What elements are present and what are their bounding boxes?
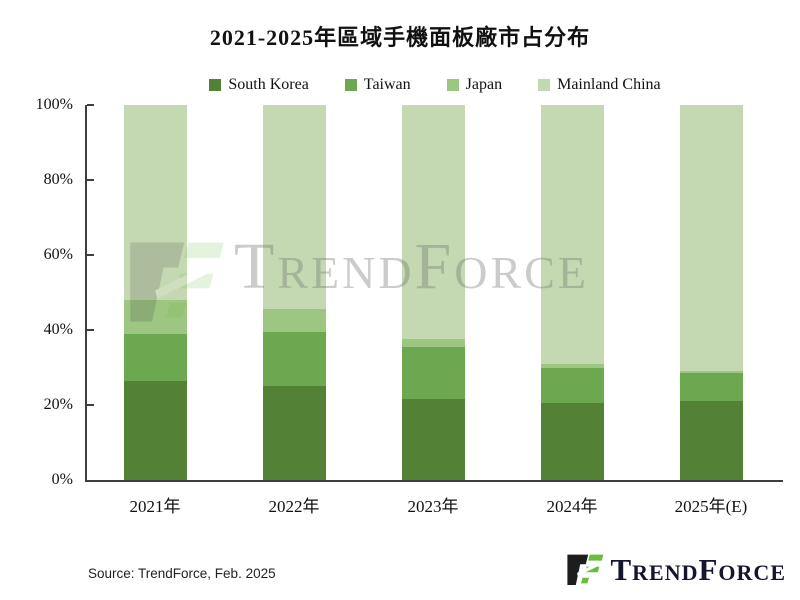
bar-segment-south-korea [679, 401, 743, 480]
chart-title: 2021-2025年區域手機面板廠市占分布 [209, 25, 591, 50]
bar-segment-south-korea [401, 399, 465, 480]
bar-segment-taiwan [262, 331, 326, 387]
bar-segment-south-korea [262, 386, 326, 480]
bar-segment-mainland-china [262, 105, 326, 310]
legend-label: Mainland China [557, 76, 661, 93]
y-axis-tick-mark [87, 104, 94, 106]
bar-segment-japan [262, 309, 326, 332]
y-axis-tick-label: 20% [43, 396, 73, 413]
legend-label: Taiwan [363, 76, 411, 93]
legend-item-taiwan: Taiwan [344, 76, 411, 94]
legend-label: Japan [465, 76, 503, 93]
bar-segment-south-korea [540, 403, 604, 480]
x-axis-tick-label: 2022年 [268, 497, 320, 516]
bar-segment-taiwan [540, 367, 604, 404]
legend-item-south-korea: South Korea [209, 76, 309, 94]
bar-segment-mainland-china [540, 105, 604, 364]
stacked-bar-2022 [262, 105, 326, 480]
stacked-bar-2023 [401, 105, 465, 480]
bar-segment-japan [401, 339, 465, 347]
y-axis-tick-label: 80% [43, 171, 73, 188]
x-axis-tick-label: 2023年 [407, 497, 459, 516]
stacked-bar-2025E [679, 105, 743, 480]
trendforce-logo-icon [567, 554, 604, 585]
x-axis-tick-label: 2021年 [129, 497, 181, 516]
chart-legend: South Korea Taiwan Japan Mainland China [85, 76, 785, 94]
legend-swatch-icon [344, 79, 357, 91]
legend-swatch-icon [446, 79, 459, 91]
bar-segment-japan [679, 371, 743, 374]
trendforce-logo: TrendForce [565, 549, 786, 589]
source-note: Source: TrendForce, Feb. 2025 [88, 566, 276, 581]
y-axis-tick-label: 0% [51, 471, 73, 488]
y-axis-tick-label: 40% [43, 321, 73, 338]
legend-label: South Korea [228, 76, 309, 93]
bar-segment-mainland-china [679, 105, 743, 372]
legend-swatch-icon [538, 79, 551, 91]
bar-segment-south-korea [123, 380, 187, 480]
legend-item-japan: Japan [446, 76, 503, 94]
y-axis-tick-label: 100% [35, 96, 73, 113]
y-axis-tick-label: 60% [43, 246, 73, 263]
stacked-bar-2024 [540, 105, 604, 480]
bar-segment-taiwan [679, 373, 743, 402]
legend-item-mainland-china: Mainland China [538, 76, 661, 94]
x-axis-tick-label: 2024年 [546, 497, 598, 516]
y-axis-tick-mark [87, 179, 94, 181]
trendforce-logo-text: TrendForce [610, 551, 786, 587]
legend-swatch-icon [209, 79, 222, 91]
bar-segment-mainland-china [123, 105, 187, 300]
y-axis-tick-mark [87, 254, 94, 256]
bar-segment-japan [540, 363, 604, 368]
plot-area: 0% 20% 40% 60% 80% 100% 2021年 2022年 2023年 2024年 20… [36, 96, 783, 516]
bar-segment-taiwan [123, 333, 187, 381]
bar-segment-japan [123, 300, 187, 334]
bar-segment-taiwan [401, 346, 465, 400]
bar-segment-mainland-china [401, 105, 465, 340]
y-axis-tick-mark [87, 404, 94, 406]
stacked-bar-2021 [123, 105, 187, 480]
y-axis-tick-mark [87, 329, 94, 331]
x-axis-tick-label: 2025年(E) [674, 497, 748, 516]
